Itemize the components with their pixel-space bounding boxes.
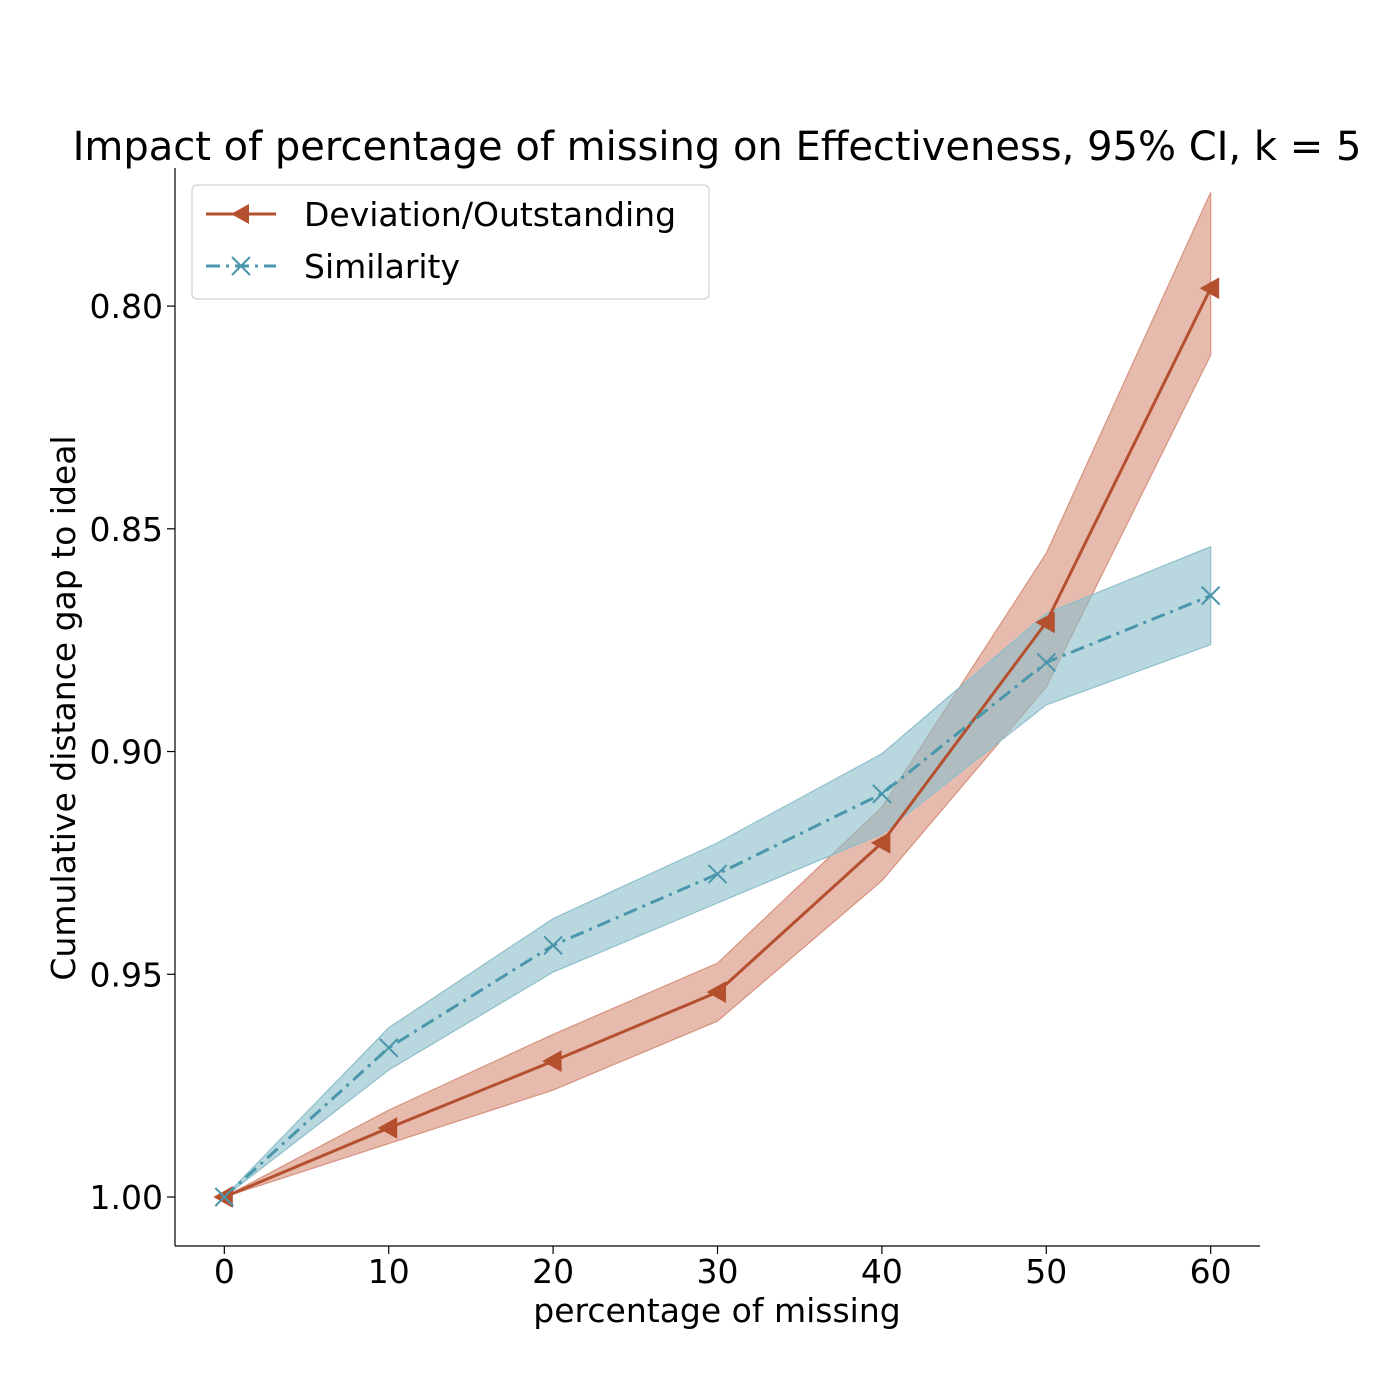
y-tick-label: 0.90 [90,733,163,772]
x-tick-label: 30 [697,1252,739,1291]
x-tick-label: 60 [1190,1252,1232,1291]
legend: Deviation/Outstanding Similarity [191,184,710,300]
legend-box [191,184,710,300]
y-tick-label: 1.00 [90,1178,163,1217]
deviation-outstanding-marker [542,1050,562,1072]
legend-item-similarity: Similarity [206,247,460,286]
y-tick-label: 0.80 [90,287,163,326]
deviation-outstanding-marker [377,1117,398,1139]
deviation-outstanding-marker [1035,611,1055,634]
y-tick-label: 0.95 [90,955,163,994]
x-tick-label: 50 [1025,1252,1067,1291]
similarity-marker [872,784,892,804]
legend-item-deviation-outstanding: Deviation/Outstanding [206,195,676,234]
similarity-marker [1200,585,1221,606]
legend-label: Similarity [304,247,460,286]
deviation-outstanding-marker [870,832,891,854]
chart-title: Impact of percentage of missing on Effec… [73,124,1362,170]
similarity-marker [1036,652,1056,673]
legend-marker [231,256,251,276]
x-axis-label: percentage of missing [533,1291,900,1330]
similarity-ci-band [223,545,1212,1198]
legend-label: Deviation/Outstanding [304,195,676,234]
x-ticks: 0 10 20 30 40 50 60 [214,1246,1232,1291]
similarity-marker [707,864,728,884]
y-ticks: 1.00 0.95 0.90 0.85 0.80 [90,287,175,1217]
x-tick-label: 20 [532,1252,574,1291]
deviation-outstanding-marker [1199,277,1220,300]
similarity-marker [543,935,563,956]
legend-marker [231,204,249,224]
y-axis-label: Cumulative distance gap to ideal [44,435,83,980]
series-markers [213,277,1221,1208]
deviation-outstanding-marker [706,981,726,1003]
x-tick-label: 10 [368,1252,410,1291]
similarity-marker [214,1187,235,1207]
y-tick-label: 0.85 [90,510,163,549]
x-tick-label: 40 [861,1252,903,1291]
similarity-marker [379,1038,399,1058]
ci-bands [223,192,1212,1198]
x-tick-label: 0 [214,1252,235,1291]
